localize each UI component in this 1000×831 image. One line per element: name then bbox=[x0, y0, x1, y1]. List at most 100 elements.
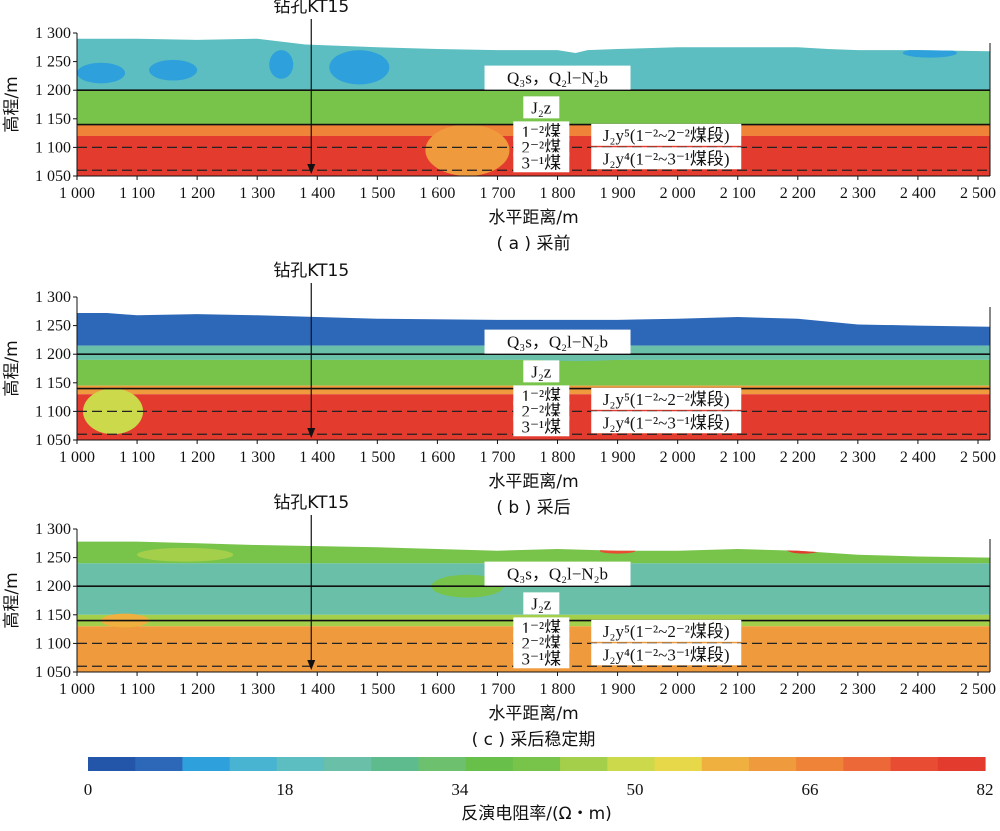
x-tick-label: 1 800 bbox=[540, 185, 576, 202]
y-axis-label: 高程/m bbox=[2, 76, 22, 132]
formation-label-j2y4: J₂y⁴(1⁻²~3⁻¹煤段) bbox=[603, 149, 730, 168]
x-tick-label: 1 300 bbox=[239, 449, 275, 466]
formation-label-upper-box bbox=[484, 329, 631, 354]
formation-label-j2y5-box bbox=[591, 387, 742, 410]
y-tick-label: 1 250 bbox=[35, 54, 71, 71]
formation-label-jz-box bbox=[523, 96, 560, 119]
x-tick-label: 1 700 bbox=[479, 185, 515, 202]
y-tick-label: 1 250 bbox=[35, 318, 71, 335]
formation-label-upper: Q₃s，Q₂l−N₂b bbox=[507, 565, 608, 584]
formation-label-j2y4: J₂y⁴(1⁻²~3⁻¹煤段) bbox=[603, 645, 730, 664]
y-tick-label: 1 150 bbox=[35, 375, 71, 392]
formation-label-jz-box bbox=[523, 592, 560, 615]
colorbar-tick-label: 66 bbox=[801, 780, 818, 799]
coal-label-3-1: 3⁻¹煤 bbox=[522, 153, 562, 172]
formation-label-j2y5: J₂y⁵(1⁻²~2⁻²煤段) bbox=[603, 126, 730, 145]
colorbar-tick-label: 82 bbox=[977, 780, 994, 799]
resistivity-anomaly bbox=[149, 59, 198, 81]
coal-label-1-2: 1⁻²煤 bbox=[522, 618, 562, 637]
resistivity-anomaly bbox=[137, 547, 234, 562]
coal-label-2-2: 2⁻²煤 bbox=[522, 634, 562, 653]
x-tick-label: 1 600 bbox=[419, 185, 455, 202]
x-tick-label: 1 700 bbox=[479, 449, 515, 466]
x-tick-label: 1 900 bbox=[600, 185, 636, 202]
colorbar-swatch bbox=[701, 757, 750, 771]
coal-label-2-2: 2⁻²煤 bbox=[522, 138, 562, 157]
x-tick-label: 1 100 bbox=[119, 681, 155, 698]
coal-label-2-2-box bbox=[513, 400, 570, 421]
y-tick-label: 1 200 bbox=[35, 82, 71, 99]
x-tick-label: 1 100 bbox=[119, 449, 155, 466]
x-tick-label: 1 500 bbox=[359, 449, 395, 466]
colorbar-tick-label: 18 bbox=[276, 780, 293, 799]
x-tick-label: 1 600 bbox=[419, 449, 455, 466]
colorbar-swatch bbox=[371, 757, 420, 771]
colorbar-swatch bbox=[890, 757, 939, 771]
formation-label-j2y4-box bbox=[591, 411, 742, 434]
colorbar-swatch bbox=[560, 757, 608, 771]
y-tick-label: 1 100 bbox=[35, 403, 71, 420]
x-axis-label: 水平距离/m bbox=[488, 208, 578, 228]
x-tick-label: 1 000 bbox=[59, 185, 95, 202]
formation-label-jz-box bbox=[523, 360, 560, 383]
x-tick-label: 2 300 bbox=[840, 185, 876, 202]
x-tick-label: 1 900 bbox=[600, 681, 636, 698]
colorbar-swatch bbox=[512, 757, 561, 771]
x-tick-label: 1 000 bbox=[59, 449, 95, 466]
colorbar-swatch bbox=[229, 757, 278, 771]
x-tick-label: 2 200 bbox=[780, 449, 816, 466]
colorbar: 0 18 34 50 66 82 反演电阻率/(Ω・m) bbox=[84, 757, 994, 824]
coal-label-2-2-box bbox=[513, 632, 570, 653]
x-tick-label: 1 100 bbox=[119, 185, 155, 202]
y-tick-label: 1 300 bbox=[35, 521, 71, 538]
x-tick-label: 2 500 bbox=[960, 681, 996, 698]
formation-label-j2y4-box bbox=[591, 643, 742, 666]
y-axis-label: 高程/m bbox=[2, 572, 22, 628]
resistivity-anomaly bbox=[269, 50, 294, 79]
borehole-arrow-icon bbox=[307, 428, 316, 438]
colorbar-tick-label: 0 bbox=[84, 780, 93, 799]
x-axis-label: 水平距离/m bbox=[488, 704, 578, 724]
coal-label-1-2: 1⁻²煤 bbox=[522, 386, 562, 405]
formation-label-jz: J₂z bbox=[531, 594, 552, 613]
resistivity-anomaly bbox=[425, 124, 510, 176]
colorbar-swatch bbox=[324, 757, 372, 771]
formation-label-jz: J₂z bbox=[531, 362, 552, 381]
coal-label-3-1-box bbox=[513, 416, 570, 437]
coal-label-2-2-box bbox=[513, 136, 570, 157]
y-tick-label: 1 300 bbox=[35, 289, 71, 306]
colorbar-swatch bbox=[937, 757, 986, 771]
formation-label-upper: Q₃s，Q₂l−N₂b bbox=[507, 69, 608, 88]
resistivity-anomaly bbox=[902, 48, 957, 58]
x-tick-label: 1 900 bbox=[600, 449, 636, 466]
formation-label-j2y5-box bbox=[591, 123, 742, 146]
resistivity-anomaly bbox=[329, 50, 390, 85]
coal-label-1-2-box bbox=[513, 617, 570, 638]
x-tick-label: 2 300 bbox=[840, 681, 876, 698]
formation-label-j2y5: J₂y⁵(1⁻²~2⁻²煤段) bbox=[603, 622, 730, 641]
formation-label-jz: J₂z bbox=[531, 98, 552, 117]
coal-label-2-2: 2⁻²煤 bbox=[522, 402, 562, 421]
coal-label-3-1: 3⁻¹煤 bbox=[522, 417, 562, 436]
colorbar-swatch bbox=[418, 757, 467, 771]
x-tick-label: 2 100 bbox=[720, 185, 756, 202]
coal-label-3-1-box bbox=[513, 152, 570, 173]
coal-label-1-2: 1⁻²煤 bbox=[522, 122, 562, 141]
y-tick-label: 1 200 bbox=[35, 346, 71, 363]
x-tick-label: 1 200 bbox=[179, 449, 215, 466]
y-tick-label: 1 300 bbox=[35, 25, 71, 42]
y-tick-label: 1 250 bbox=[35, 550, 71, 567]
y-tick-label: 1 150 bbox=[35, 111, 71, 128]
x-tick-label: 2 100 bbox=[720, 681, 756, 698]
x-tick-label: 1 400 bbox=[299, 681, 335, 698]
borehole-label: 钻孔KT15 bbox=[273, 261, 349, 281]
x-tick-label: 2 200 bbox=[780, 681, 816, 698]
y-tick-label: 1 050 bbox=[35, 432, 71, 449]
x-tick-label: 1 000 bbox=[59, 681, 95, 698]
formation-label-upper-box bbox=[484, 65, 631, 90]
x-axis-label: 水平距离/m bbox=[488, 472, 578, 492]
